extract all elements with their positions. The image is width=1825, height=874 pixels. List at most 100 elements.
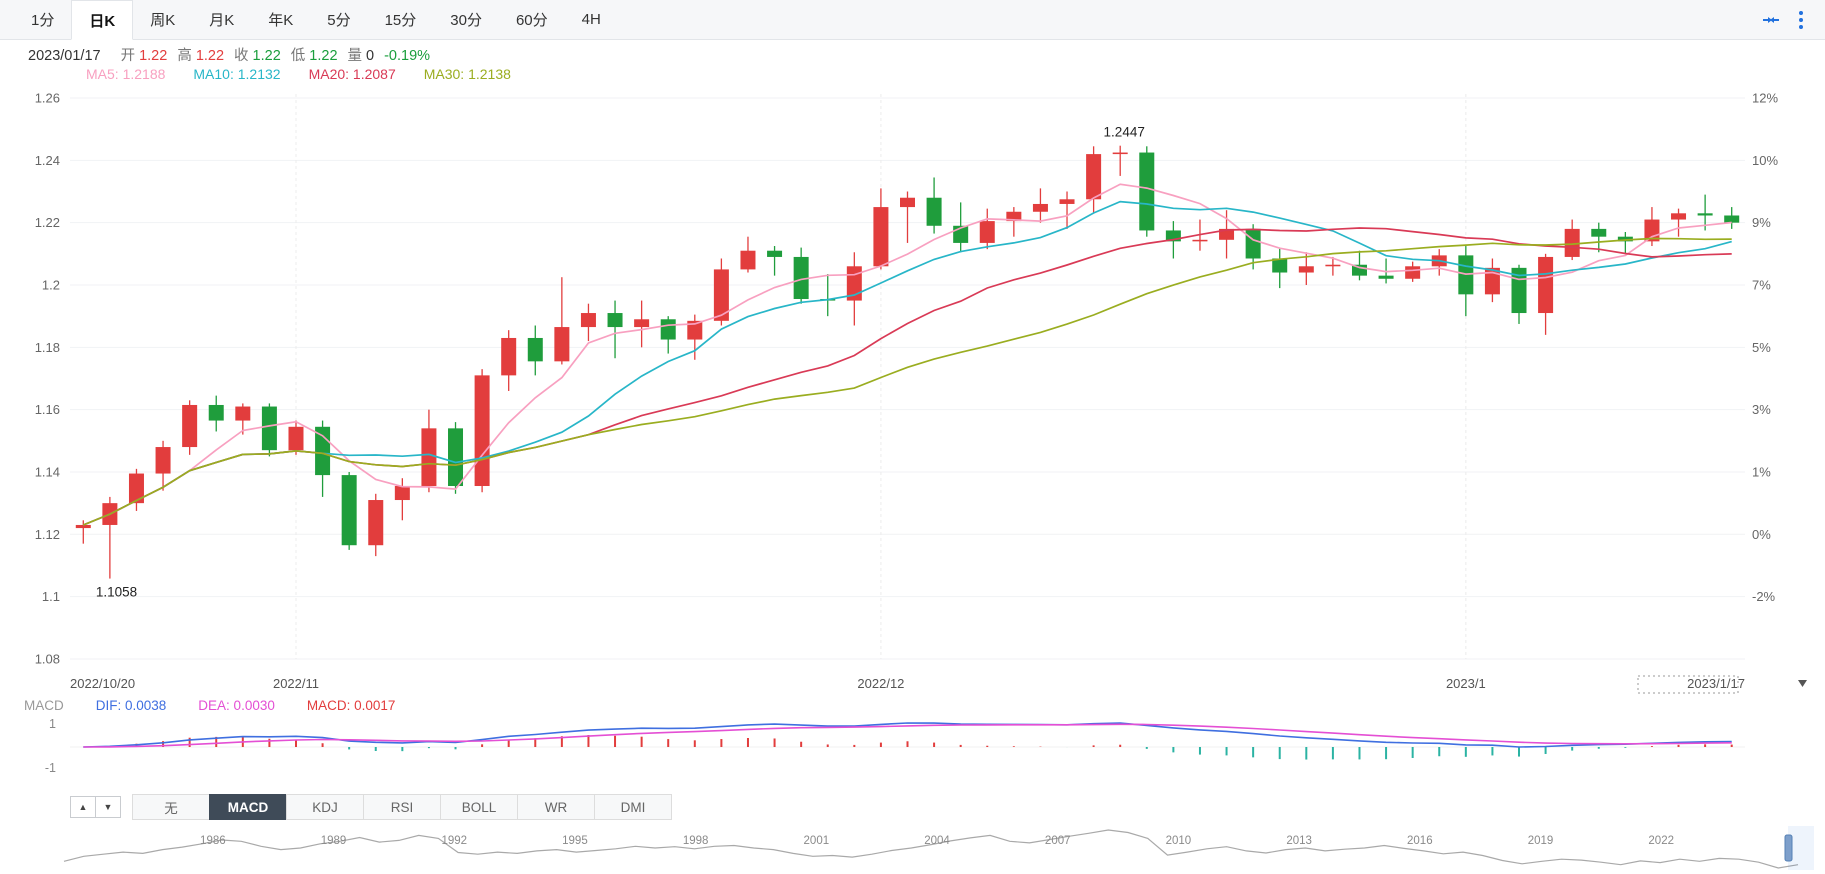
field-value-开: 1.22 — [139, 48, 168, 64]
macd-legend-dea: DEA: 0.0030 — [198, 698, 275, 713]
navigator-year-label: 2019 — [1528, 835, 1554, 847]
svg-text:1.14: 1.14 — [35, 464, 60, 479]
macd-panel[interactable]: 1 -1 — [0, 714, 1825, 792]
indicator-tab-RSI[interactable]: RSI — [363, 794, 441, 820]
x-axis-label: 2022/11 — [273, 676, 319, 691]
macd-legend-dif: DIF: 0.0038 — [95, 698, 167, 713]
history-navigator[interactable]: 1986 1989 1992 1995 1998 2001 2004 2007 2010 2013… — [0, 822, 1825, 874]
tab-4H[interactable]: 4H — [581, 11, 601, 28]
svg-text:3%: 3% — [1752, 402, 1771, 417]
ma10-line — [82, 200, 1732, 526]
tab-15分[interactable]: 15分 — [384, 12, 417, 29]
svg-text:1.12: 1.12 — [35, 527, 60, 542]
tab-1分[interactable]: 1分 — [31, 12, 55, 29]
navigator-year-label: 1989 — [321, 835, 347, 847]
indicator-tabs: 无 MACD KDJ RSI BOLL WR DMI — [132, 794, 672, 820]
x-axis-label: 2022/12 — [857, 676, 904, 691]
macd-histogram — [108, 735, 1733, 760]
svg-text:12%: 12% — [1752, 91, 1778, 106]
ma10-legend: MA10: 1.2132 — [193, 66, 281, 82]
range-select-box[interactable] — [1637, 675, 1739, 694]
indicator-tab-WR[interactable]: WR — [517, 794, 595, 820]
svg-text:1.24: 1.24 — [35, 153, 60, 168]
candles[interactable] — [75, 145, 1740, 579]
ma30-legend: MA30: 1.2138 — [423, 66, 511, 82]
field-label-低: 低 — [290, 48, 306, 64]
svg-text:9%: 9% — [1752, 215, 1771, 230]
navigator-year-label: 2001 — [804, 835, 830, 847]
tab-30分[interactable]: 30分 — [450, 12, 482, 29]
range-dropdown-caret[interactable] — [1798, 680, 1807, 687]
tabbar-actions — [1761, 0, 1825, 39]
main-candlestick-chart[interactable]: 1.26 12% 1.24 10% 1.22 9% 1.2 7% 1.18 5% 1.16 3% 1.1… — [0, 88, 1825, 696]
navigator-year-label: 2022 — [1648, 835, 1674, 847]
tab-年K[interactable]: 年K — [268, 12, 294, 29]
navigator-handle[interactable] — [1784, 834, 1793, 862]
indicator-bar: ▲ ▼ 无 MACD KDJ RSI BOLL WR DMI — [70, 794, 672, 820]
indicator-tab-MACD[interactable]: MACD — [209, 794, 287, 820]
indicator-tab-KDJ[interactable]: KDJ — [286, 794, 364, 820]
timeframe-tabbar: 1分 日K 周K 月K 年K 5分 15分 30分 60分 4H — [0, 0, 1825, 40]
ma5-legend: MA5: 1.2188 — [86, 66, 166, 82]
field-label-开: 开 — [120, 48, 136, 64]
more-menu-icon[interactable] — [1797, 9, 1805, 31]
svg-text:1.22: 1.22 — [35, 215, 60, 230]
low-annotation: 1.1058 — [96, 585, 137, 600]
svg-text:1.1: 1.1 — [42, 589, 60, 604]
tab-日K[interactable]: 日K — [71, 0, 134, 40]
tab-60分[interactable]: 60分 — [515, 12, 548, 29]
svg-text:1.18: 1.18 — [35, 340, 60, 355]
navigator-year-label: 2016 — [1407, 835, 1433, 847]
scroll-up-button[interactable]: ▲ — [70, 796, 96, 818]
indicator-tab-DMI[interactable]: DMI — [594, 794, 672, 820]
dea-line — [83, 723, 1732, 748]
grid: 1.26 12% 1.24 10% 1.22 9% 1.2 7% 1.18 5% 1.16 3% 1.1… — [35, 91, 1779, 667]
svg-text:1.2: 1.2 — [42, 277, 60, 292]
ma-legend: MA5: 1.2188 MA10: 1.2132 MA20: 1.2087 MA30:… — [86, 66, 511, 82]
svg-text:1.08: 1.08 — [35, 651, 60, 666]
indicator-tab-无[interactable]: 无 — [132, 794, 210, 820]
high-annotation: 1.2447 — [1104, 125, 1145, 140]
navigator-year-label: 2004 — [924, 835, 950, 847]
navigator-year-label: 1995 — [562, 835, 588, 847]
change-percent: -0.19% — [384, 48, 431, 64]
field-value-低: 1.22 — [309, 48, 338, 64]
timeframe-tabs: 1分 日K 周K 月K 年K 5分 15分 30分 60分 4H — [14, 0, 618, 40]
navigator-year-label: 1998 — [683, 835, 709, 847]
svg-text:1.16: 1.16 — [35, 402, 60, 417]
tab-5分[interactable]: 5分 — [327, 12, 351, 29]
field-value-高: 1.22 — [195, 48, 225, 64]
navigator-year-label: 1992 — [441, 835, 467, 847]
ma20-legend: MA20: 1.2087 — [308, 66, 396, 82]
navigator-year-label: 1986 — [200, 835, 226, 847]
field-label-高: 高 — [177, 48, 192, 64]
ohlc-fields: 开 1.22 高 1.22 收 1.22 低 1.22 量 0 — [111, 44, 375, 65]
scroll-down-button[interactable]: ▼ — [95, 796, 121, 818]
macd-axis-top: 1 — [49, 717, 56, 731]
x-axis-label: 2023/1/17 — [1687, 676, 1745, 691]
navigator-year-label: 2010 — [1166, 835, 1192, 847]
svg-text:5%: 5% — [1752, 340, 1771, 355]
x-axis-label: 2023/1 — [1446, 676, 1486, 691]
field-value-量: 0 — [366, 48, 375, 64]
svg-text:10%: 10% — [1752, 153, 1778, 168]
svg-text:0%: 0% — [1752, 527, 1771, 542]
navigator-year-label: 2007 — [1045, 835, 1071, 847]
navigator-year-label: 2013 — [1286, 835, 1312, 847]
tab-周K[interactable]: 周K — [150, 12, 176, 29]
svg-text:-2%: -2% — [1752, 589, 1776, 604]
macd-legend-items: DIF: 0.0038 DEA: 0.0030 MACD: 0.0017 — [96, 698, 396, 713]
field-label-收: 收 — [234, 48, 249, 64]
tab-月K[interactable]: 月K — [209, 12, 235, 29]
svg-text:1.26: 1.26 — [35, 91, 60, 106]
field-label-量: 量 — [347, 48, 363, 64]
svg-text:7%: 7% — [1752, 277, 1771, 292]
macd-indicator-label: MACD — [24, 698, 64, 713]
macd-axis-bottom: -1 — [45, 761, 56, 775]
collapse-icon[interactable] — [1761, 10, 1781, 30]
macd-legend: MACD DIF: 0.0038 DEA: 0.0030 MACD: 0.0017 — [24, 698, 395, 713]
dif-line — [83, 722, 1732, 748]
indicator-tab-BOLL[interactable]: BOLL — [440, 794, 518, 820]
navigator-sparkline — [63, 829, 1799, 869]
svg-text:1%: 1% — [1752, 464, 1771, 479]
